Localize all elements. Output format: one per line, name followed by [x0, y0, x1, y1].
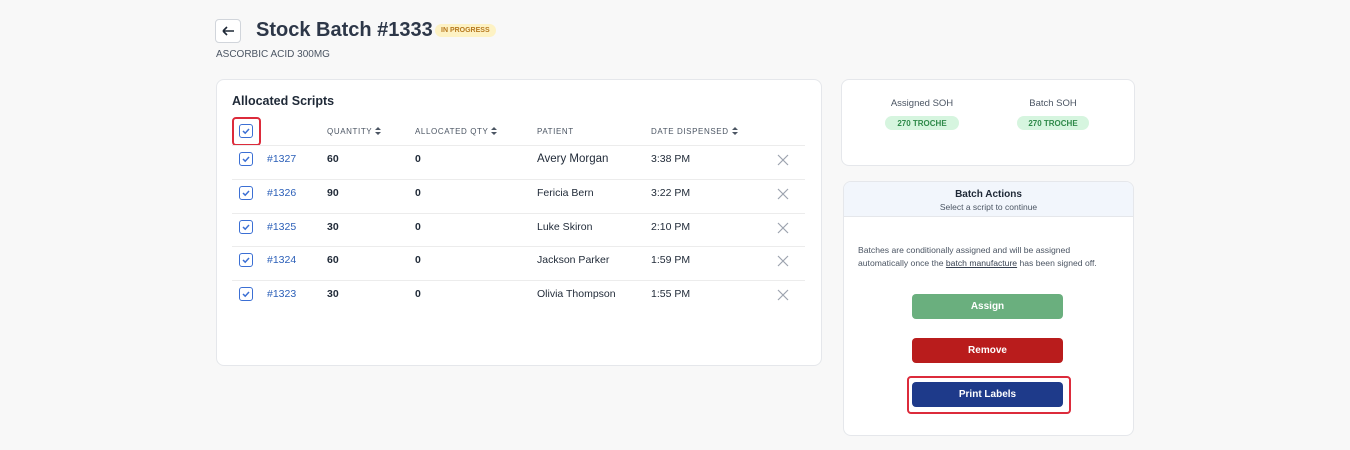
back-arrow-icon — [222, 26, 234, 36]
column-header-text: QUANTITY — [327, 127, 373, 136]
close-icon — [777, 154, 789, 166]
allocated-qty: 0 — [415, 288, 421, 301]
quantity: 30 — [327, 220, 339, 233]
script-link[interactable]: #1324 — [267, 254, 297, 267]
row-divider — [232, 178, 805, 180]
remove-row-button[interactable] — [777, 153, 789, 166]
script-link[interactable]: #1327 — [267, 153, 297, 165]
date-dispensed: 3:38 PM — [651, 153, 691, 165]
row-divider — [232, 145, 805, 146]
column-header[interactable]: PATIENT — [537, 127, 574, 136]
notice-link[interactable]: batch manufacture — [945, 258, 1018, 268]
page-subtitle: ASCORBIC ACID 300MG — [216, 49, 330, 60]
date-dispensed: 1:55 PM — [651, 288, 691, 301]
allocated-qty: 0 — [415, 153, 421, 165]
actions-title: Batch Actions — [955, 189, 1022, 200]
page-title: Stock Batch #1333 — [256, 19, 433, 41]
column-header[interactable]: ALLOCATED QTY — [415, 127, 498, 136]
select-all-checkbox[interactable] — [239, 124, 253, 138]
remove-row-button[interactable] — [777, 254, 789, 267]
check-icon — [242, 224, 250, 230]
notice-text: has been signed off. — [1017, 258, 1097, 268]
quantity: 60 — [327, 153, 339, 165]
row-checkbox[interactable] — [239, 253, 253, 268]
sort-icon[interactable] — [491, 127, 498, 135]
check-icon — [242, 257, 250, 264]
column-header[interactable]: DATE DISPENSED — [651, 127, 738, 136]
column-header-text: PATIENT — [537, 127, 574, 136]
check-icon — [242, 190, 250, 197]
quantity: 60 — [327, 254, 339, 267]
row-checkbox[interactable] — [239, 219, 253, 234]
notice: Batches are conditionally assigned and w… — [858, 244, 1120, 270]
script-link[interactable]: #1323 — [267, 288, 297, 301]
column-header-text: DATE DISPENSED — [651, 127, 729, 136]
date-dispensed: 1:59 PM — [651, 254, 691, 267]
sort-icon[interactable] — [731, 127, 738, 135]
quantity: 30 — [327, 288, 339, 301]
close-icon — [777, 289, 789, 301]
close-icon — [777, 188, 789, 200]
patient: Fericia Bern — [537, 186, 594, 199]
status-badge: IN PROGRESS — [435, 24, 496, 37]
quantity: 90 — [327, 186, 339, 199]
assigned-soh-label: Assigned SOH — [890, 98, 954, 109]
actions-subtitle: Select a script to continue — [939, 202, 1038, 212]
check-icon — [242, 156, 250, 163]
column-header-text: ALLOCATED QTY — [415, 127, 489, 136]
scripts-card — [216, 79, 822, 366]
row-divider — [232, 212, 805, 214]
row-divider — [232, 246, 805, 248]
patient: Avery Morgan — [537, 153, 609, 165]
row-checkbox[interactable] — [239, 185, 253, 200]
highlight — [907, 376, 1071, 414]
check-icon — [242, 291, 250, 298]
remove-button[interactable]: Remove — [912, 338, 1063, 363]
notice-text: Batches are conditionally assigned and w… — [858, 245, 1071, 268]
close-icon — [777, 255, 789, 267]
date-dispensed: 3:22 PM — [651, 186, 691, 199]
remove-row-button[interactable] — [777, 187, 789, 200]
actions-card — [843, 181, 1134, 436]
sort-icon[interactable] — [375, 127, 382, 135]
remove-row-button[interactable] — [777, 288, 789, 301]
column-header[interactable]: QUANTITY — [327, 127, 382, 136]
remove-row-button[interactable] — [777, 221, 789, 234]
print-labels-button[interactable]: Print Labels — [912, 382, 1063, 407]
script-link[interactable]: #1325 — [267, 220, 297, 233]
allocated-qty: 0 — [415, 254, 421, 267]
batch-soh-label: Batch SOH — [1029, 98, 1077, 109]
patient: Luke Skiron — [537, 220, 593, 233]
assign-button[interactable]: Assign — [912, 294, 1063, 319]
row-divider — [232, 280, 805, 282]
scripts-title: Allocated Scripts — [232, 94, 335, 108]
allocated-qty: 0 — [415, 186, 421, 199]
allocated-qty: 0 — [415, 220, 421, 233]
patient: Jackson Parker — [537, 254, 610, 267]
patient: Olivia Thompson — [537, 288, 616, 301]
row-checkbox[interactable] — [239, 152, 253, 166]
batch-soh-value: 270 TROCHE — [1017, 116, 1089, 130]
actions-header — [844, 182, 1133, 217]
script-link[interactable]: #1326 — [267, 186, 297, 199]
date-dispensed: 2:10 PM — [651, 220, 691, 233]
close-icon — [777, 222, 789, 234]
row-checkbox[interactable] — [239, 287, 253, 302]
assigned-soh-value: 270 TROCHE — [885, 116, 959, 130]
back-button[interactable] — [215, 19, 241, 43]
